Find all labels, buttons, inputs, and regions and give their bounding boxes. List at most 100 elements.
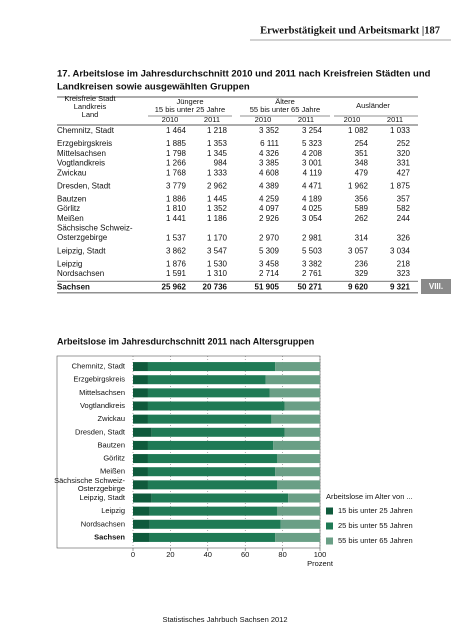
year-header: 2010 <box>344 115 361 124</box>
category-label: Sächsische Schweiz-Osterzgebirge <box>54 476 125 493</box>
bar-segment <box>147 480 277 490</box>
cell: 1 352 <box>207 204 228 213</box>
cell: 1 798 <box>166 149 187 158</box>
bar-segment <box>133 362 148 372</box>
bar-segment <box>284 401 320 411</box>
cell: 320 <box>397 149 411 158</box>
cell: 3 054 <box>302 214 323 223</box>
bar-segment <box>133 480 148 490</box>
bar-segment <box>284 427 320 437</box>
cell: 1 353 <box>207 139 228 148</box>
cell: 9 620 <box>348 282 369 291</box>
category-label: Sachsen <box>94 532 125 541</box>
footer: Statistisches Jahrbuch Sachsen 2012 <box>162 615 287 624</box>
row-label: Leipzig <box>57 260 82 269</box>
year-header: 2011 <box>387 115 403 124</box>
cell: 1 266 <box>166 159 187 168</box>
cell: 3 001 <box>302 159 323 168</box>
bar-segment <box>151 493 289 503</box>
cell: 1 591 <box>166 269 187 278</box>
bar-segment <box>151 427 285 437</box>
bar-segment <box>276 480 320 490</box>
cell: 1 962 <box>348 181 369 190</box>
cell: 2 761 <box>302 269 323 278</box>
cell: 3 862 <box>166 246 187 255</box>
bar-segment <box>133 506 150 516</box>
cell: 3 034 <box>390 246 411 255</box>
cell: 1 345 <box>207 149 228 158</box>
cell: 3 057 <box>348 246 369 255</box>
cell: 1 082 <box>348 126 369 135</box>
cell: 4 471 <box>302 181 323 190</box>
cell: 1 810 <box>166 204 187 213</box>
cell: 4 189 <box>302 195 323 204</box>
bar-segment <box>147 467 276 477</box>
cell: 3 779 <box>166 181 187 190</box>
x-tick-label: 60 <box>241 550 249 559</box>
bar-segment <box>280 519 320 529</box>
category-label: Zwickau <box>97 414 125 423</box>
bar-segment <box>133 414 148 424</box>
cell: 262 <box>355 214 369 223</box>
row-label: Sächsische Schweiz-Osterzgebirge <box>57 224 133 243</box>
year-header: 2011 <box>298 115 314 124</box>
bar-segment <box>147 388 270 398</box>
cell: 5 503 <box>302 246 323 255</box>
cell: 2 714 <box>259 269 280 278</box>
cell: 3 254 <box>302 126 323 135</box>
cell: 20 736 <box>203 282 228 291</box>
cell: 1 530 <box>207 260 228 269</box>
bar-segment <box>147 375 266 385</box>
cell: 323 <box>397 269 411 278</box>
x-tick-label: 100 <box>314 550 327 559</box>
cell: 4 389 <box>259 181 280 190</box>
bar-segment <box>288 493 320 503</box>
cell: 4 097 <box>259 204 280 213</box>
legend-swatch <box>326 522 333 530</box>
table-title: Landkreisen sowie ausgewählten Gruppen <box>57 82 250 93</box>
row-label: Nordsachsen <box>57 269 104 278</box>
legend-label: 25 bis unter 55 Jahren <box>338 521 413 530</box>
category-label: Meißen <box>100 467 125 476</box>
bar-segment <box>133 388 148 398</box>
cell: 589 <box>355 204 369 213</box>
category-label: Erzgebirgskreis <box>73 375 125 384</box>
x-tick-label: 0 <box>131 550 135 559</box>
cell: 218 <box>397 260 411 269</box>
legend-label: 55 bis unter 65 Jahren <box>338 536 413 545</box>
page-header: Erwerbstätigkeit und Arbeitsmarkt |187 <box>260 25 440 36</box>
cell: 4 326 <box>259 149 280 158</box>
x-tick-label: 80 <box>278 550 286 559</box>
bar-segment <box>133 519 150 529</box>
cell: 1 445 <box>207 195 228 204</box>
cell: 1 186 <box>207 214 228 223</box>
column-header: Jüngere 15 bis unter 25 Jahre <box>155 97 225 114</box>
cell: 6 111 <box>260 139 279 148</box>
cell: 1 876 <box>166 260 187 269</box>
bar-segment <box>133 401 148 411</box>
bar-segment <box>133 440 148 450</box>
cell: 1 875 <box>390 181 411 190</box>
row-label: Chemnitz, Stadt <box>57 126 115 135</box>
side-tab <box>421 279 451 294</box>
legend-swatch <box>326 507 333 515</box>
cell: 1 333 <box>207 168 228 177</box>
category-label: Leipzig, Stadt <box>80 493 126 502</box>
cell: 356 <box>355 195 369 204</box>
cell: 2 970 <box>259 233 280 242</box>
cell: 1 768 <box>166 168 187 177</box>
cell: 329 <box>355 269 369 278</box>
bar-segment <box>273 440 320 450</box>
bar-segment <box>265 375 320 385</box>
year-header: 2010 <box>255 115 272 124</box>
cell: 3 352 <box>259 126 280 135</box>
cell: 236 <box>355 260 369 269</box>
bar-segment <box>133 375 148 385</box>
row-label: Görlitz <box>57 204 80 213</box>
bar-segment <box>271 414 320 424</box>
bar-segment <box>133 532 150 542</box>
cell: 25 962 <box>162 282 187 291</box>
cell: 479 <box>355 168 369 177</box>
cell: 5 323 <box>302 139 323 148</box>
chart-title: Arbeitslose im Jahresdurchschnitt 2011 n… <box>57 336 314 346</box>
